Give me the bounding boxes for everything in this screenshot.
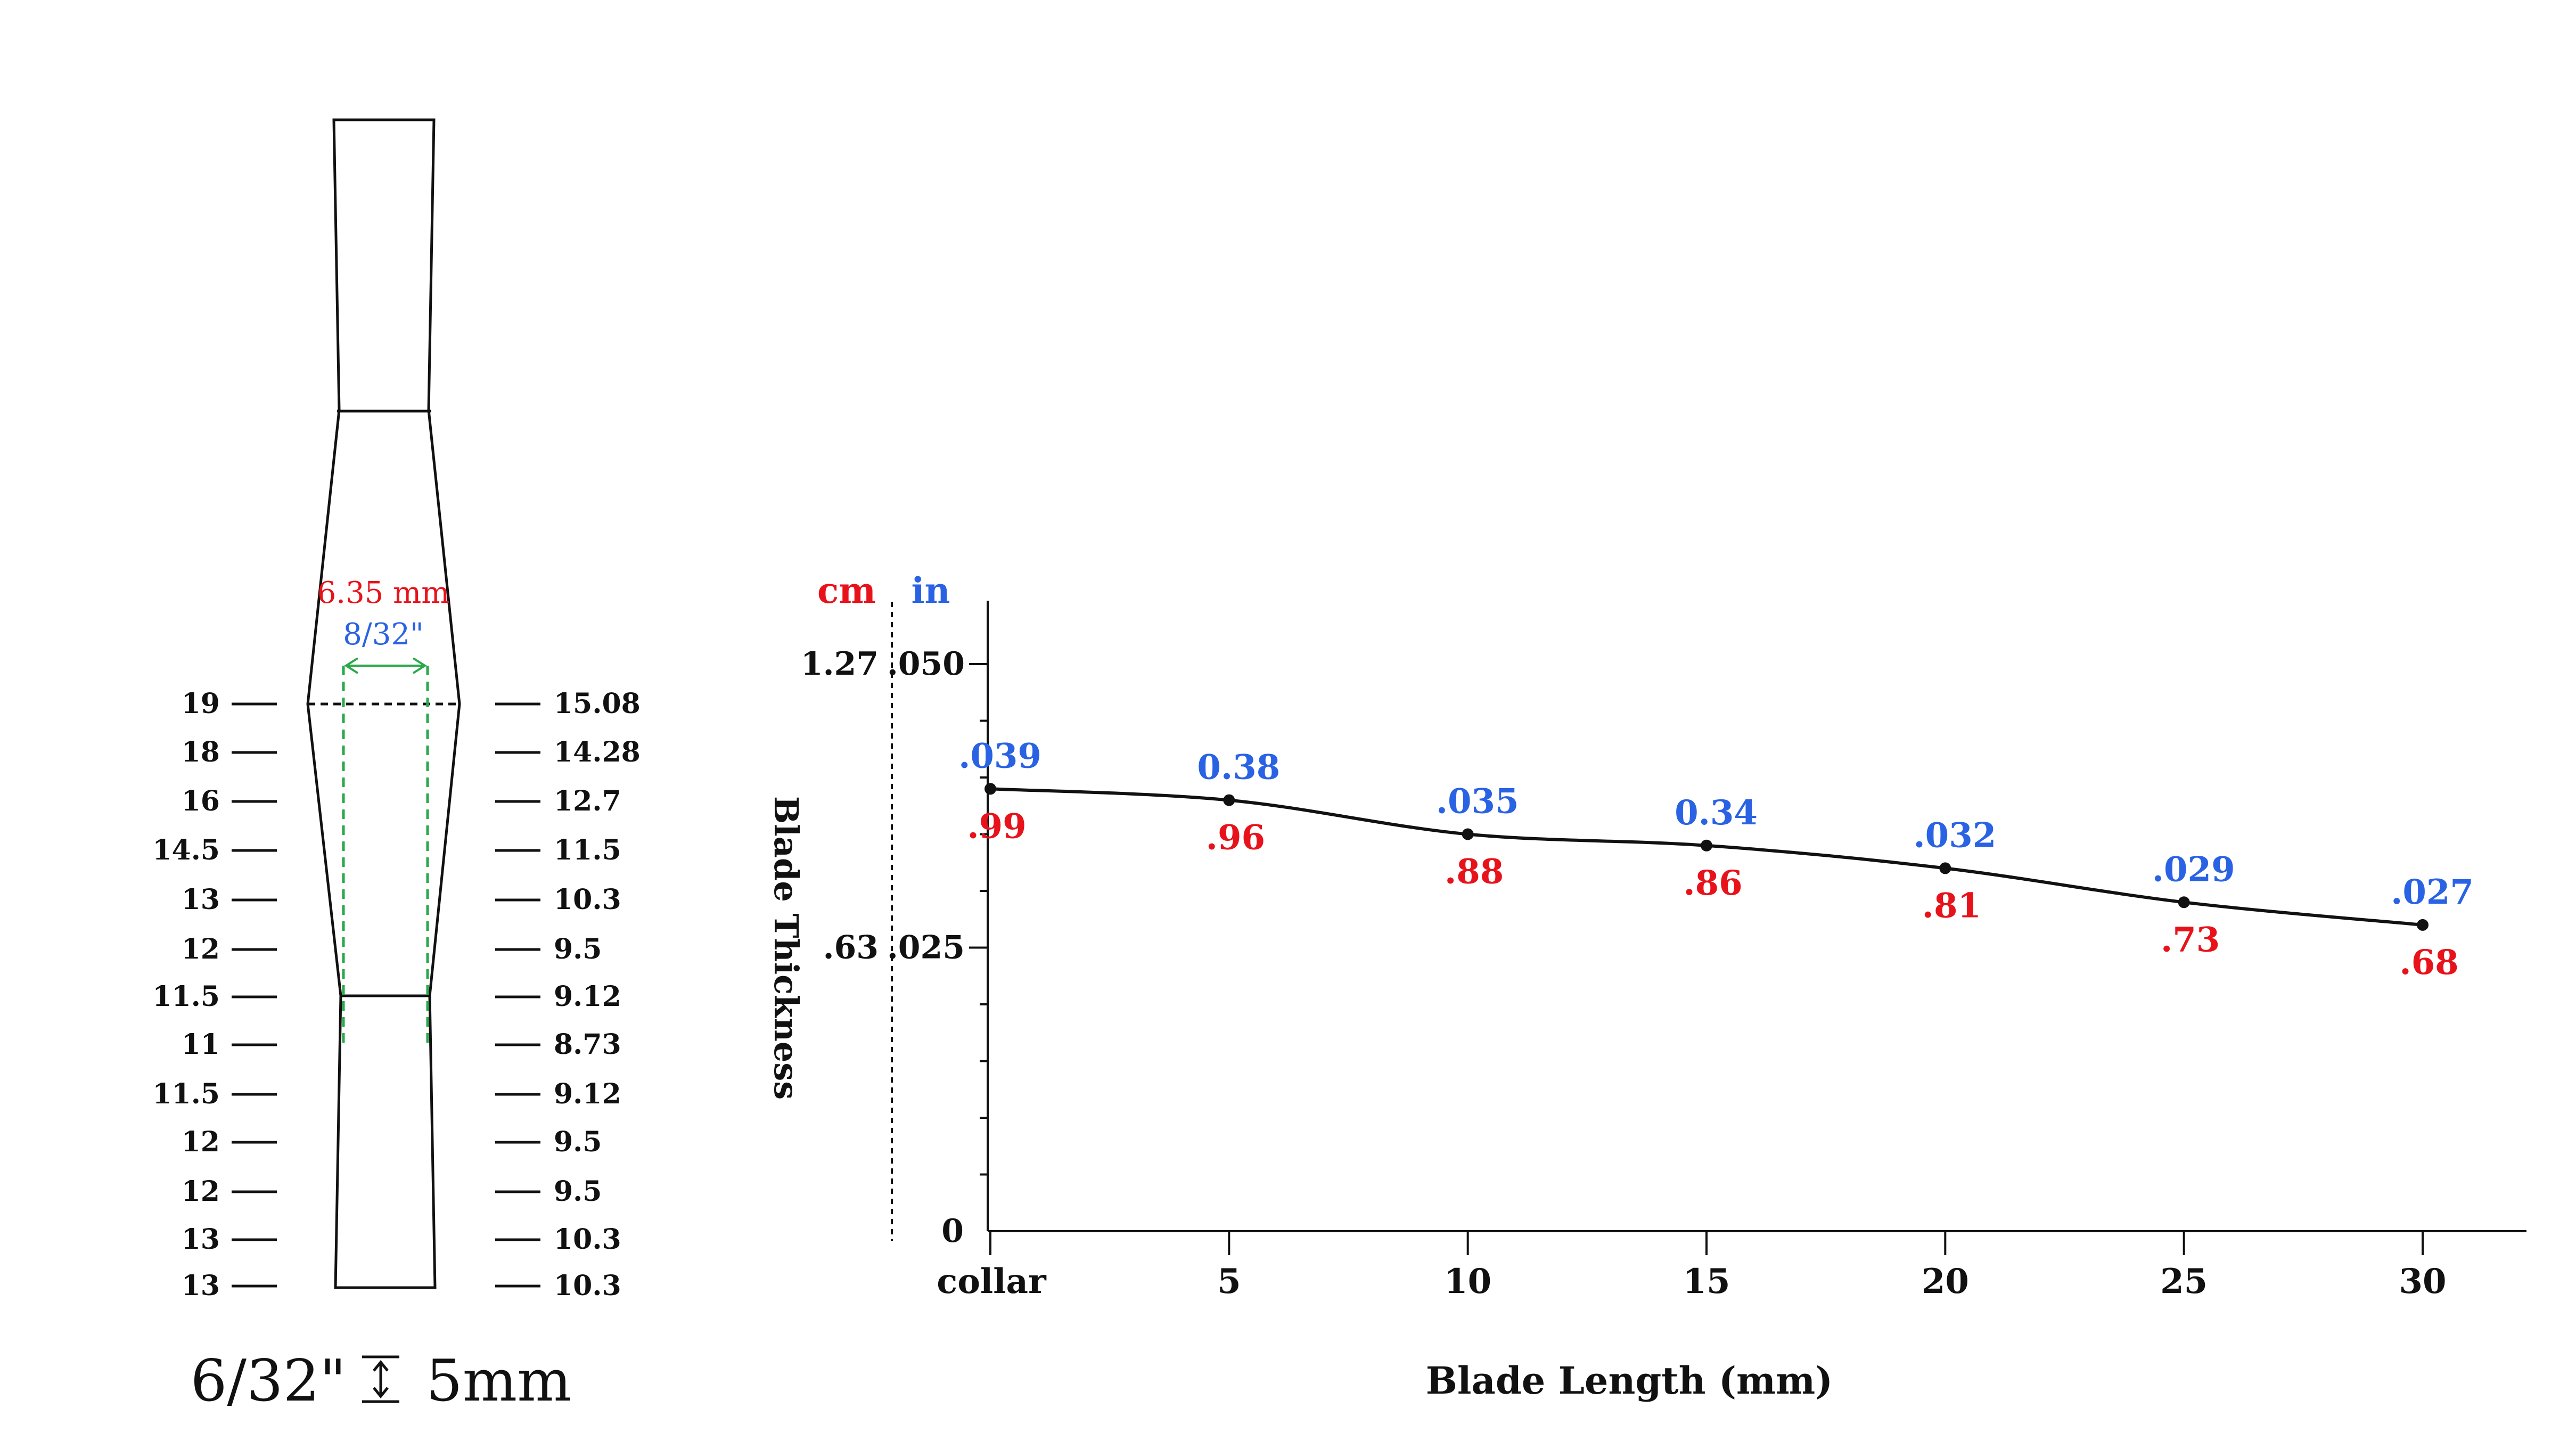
data-label-cm: .81: [1922, 886, 1981, 926]
data-label-in: .027: [2391, 872, 2474, 912]
x-axis-title: Blade Length (mm): [1426, 1358, 1833, 1403]
unit-in-label: in: [911, 570, 950, 611]
y-tick-labels: .050 .025 0 1.27 .63: [801, 645, 965, 1250]
series-points: [985, 783, 2429, 931]
data-label-cm: .99: [967, 806, 1026, 846]
y-tick-label-in: 0: [941, 1213, 964, 1250]
profile-label-left: 12: [182, 1126, 220, 1158]
profile-label-left: 11.5: [152, 1078, 220, 1110]
width-mm-label: 6.35 mm: [317, 576, 450, 610]
profile-label-left: 13: [182, 1223, 220, 1256]
profile-label-left: 13: [182, 1270, 220, 1302]
profile-label-right: 14.28: [554, 736, 641, 768]
thickness-chart: cm in .050 .025 0 1.27 .63 collar 5 10 15 20 25 30…: [767, 570, 2526, 1403]
profile-label-left: 11: [182, 1028, 220, 1061]
profile-label-right: 9.12: [554, 1078, 621, 1110]
profile-label-right: 9.5: [554, 1126, 602, 1158]
profile-label-left: 14.5: [152, 834, 220, 866]
legend-right-label: 5mm: [426, 1348, 572, 1414]
profile-label-left: 11.5: [152, 980, 220, 1013]
x-tick-label: 10: [1444, 1262, 1491, 1301]
profile-label-right: 15.08: [554, 687, 641, 720]
unit-cm-label: cm: [817, 570, 876, 611]
profile-label-left: 12: [182, 1175, 220, 1208]
y-tick-label-in: .025: [887, 929, 965, 967]
data-label-in: 0.38: [1197, 748, 1280, 788]
data-label-cm: .96: [1206, 818, 1265, 858]
x-ticks: collar 5 10 15 20 25 30: [937, 1231, 2447, 1301]
width-arrow-head-left: [344, 657, 359, 674]
profile-label-left: 12: [182, 933, 220, 965]
data-point: [2417, 919, 2429, 931]
width-in-label: 8/32": [343, 617, 424, 652]
data-point: [2178, 896, 2190, 908]
y-tick-label-in: .050: [887, 645, 965, 683]
series-labels: .039 .99 0.38 .96 .035 .88 0.34 .86 .032 .81 .029.…: [958, 736, 2474, 983]
data-label-in: 0.34: [1675, 793, 1758, 833]
profile-label-right: 10.3: [554, 883, 621, 916]
profile-label-right: 12.7: [554, 785, 621, 817]
data-label-in: .032: [1913, 815, 1996, 855]
profile-label-right: 9.5: [554, 933, 602, 965]
profile-label-right: 8.73: [554, 1028, 621, 1061]
data-point: [1223, 794, 1235, 806]
data-label-cm: .68: [2399, 943, 2458, 983]
x-tick-label: collar: [937, 1262, 1047, 1301]
y-tick-label-cm: 1.27: [801, 645, 879, 683]
data-point: [985, 783, 996, 795]
profile-label-right: 10.3: [554, 1270, 621, 1302]
thickness-legend-icon: [362, 1355, 399, 1403]
profile-label-left: 19: [182, 687, 220, 720]
profile-ticks: 19 15.08 18 14.28 16 12.7 14.5 11.5 13 10.3 12 9.5 1…: [152, 687, 641, 1302]
data-label-in: .039: [958, 736, 1041, 776]
profile-label-right: 11.5: [554, 834, 621, 866]
y-tick-label-cm: .63: [823, 929, 879, 967]
x-tick-label: 25: [2160, 1262, 2208, 1301]
width-arrow-head-right: [412, 657, 427, 674]
blade-outline: [306, 118, 461, 1289]
profile-label-right: 9.12: [554, 980, 621, 1013]
legend-left-label: 6/32": [191, 1348, 346, 1414]
data-label-in: .029: [2152, 849, 2235, 889]
x-tick-label: 30: [2399, 1262, 2446, 1301]
profile-label-right: 9.5: [554, 1175, 602, 1208]
y-axis-title: Blade Thickness: [767, 796, 806, 1100]
profile-label-left: 16: [182, 785, 220, 817]
y-minor-ticks: [969, 663, 988, 1176]
data-label-cm: .73: [2161, 920, 2220, 960]
profile-label-left: 13: [182, 883, 220, 916]
x-tick-label: 5: [1217, 1262, 1241, 1301]
x-tick-label: 15: [1683, 1262, 1730, 1301]
data-label-cm: .88: [1445, 852, 1504, 892]
data-label-cm: .86: [1683, 863, 1742, 903]
profile-label-left: 18: [182, 736, 220, 768]
x-tick-label: 20: [1922, 1262, 1969, 1301]
data-point: [1701, 839, 1712, 852]
data-point: [1462, 828, 1474, 840]
blade-profile: 6.35 mm 8/32" 19 15.08 18 14.28 16 12.7 14.5 11…: [152, 118, 641, 1414]
data-label-in: .035: [1436, 782, 1519, 822]
profile-label-right: 10.3: [554, 1223, 621, 1256]
data-point: [1939, 862, 1951, 874]
